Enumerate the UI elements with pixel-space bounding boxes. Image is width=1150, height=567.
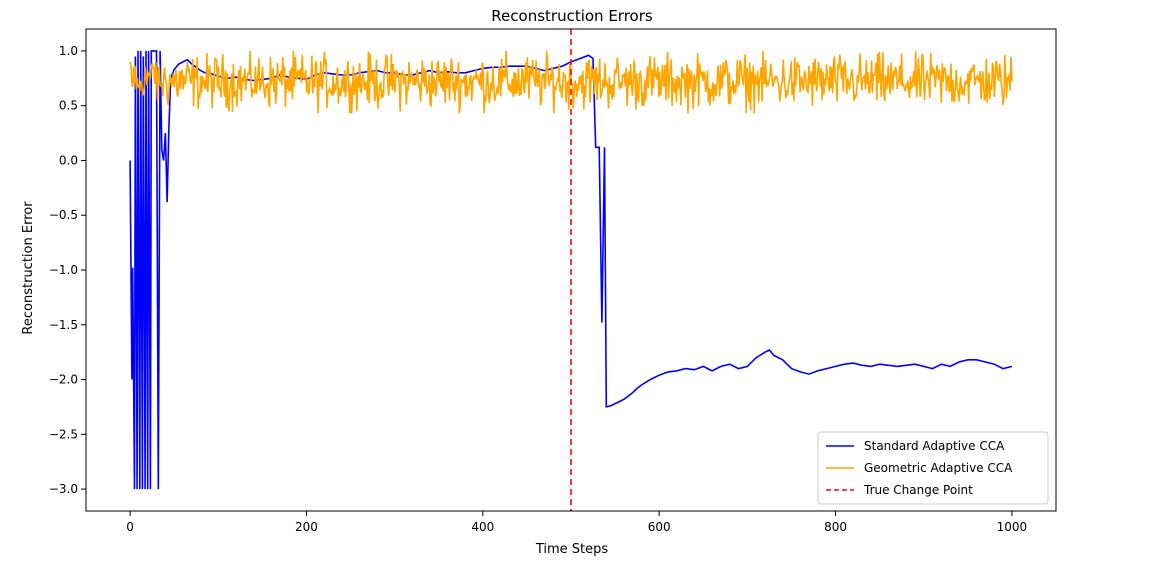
legend-box <box>817 431 1049 505</box>
x-tick-label: 600 <box>648 520 671 534</box>
x-tick-label: 400 <box>471 520 494 534</box>
y-tick-label: −2.0 <box>49 373 78 387</box>
x-tick-label: 200 <box>295 520 318 534</box>
plot-frame <box>85 28 1057 512</box>
series-geometric-adaptive-cca <box>129 50 1013 114</box>
y-tick-label: −2.5 <box>49 427 78 441</box>
y-tick-label: −0.5 <box>49 208 78 222</box>
plot-area <box>129 29 1013 511</box>
series-standard-adaptive-cca <box>129 50 1013 490</box>
x-tick-label: 800 <box>824 520 847 534</box>
chart-title: Reconstruction Errors <box>491 7 653 25</box>
legend: Standard Adaptive CCA Geometric Adaptive … <box>817 431 1049 505</box>
x-tick-label: 0 <box>126 520 134 534</box>
plot-lines <box>129 29 1013 511</box>
y-tick-label: −1.0 <box>49 263 78 277</box>
legend-label: True Change Point <box>863 483 973 497</box>
legend-label: Standard Adaptive CCA <box>864 439 1005 453</box>
y-tick-label: 0.5 <box>59 99 78 113</box>
axis-ticks: 0 200 400 600 800 1000 1.0 0.5 0.0 −0.5 −1.0 −1.5 −2… <box>49 44 1027 534</box>
y-tick-label: −1.5 <box>49 318 78 332</box>
y-tick-label: 0.0 <box>59 153 78 167</box>
y-tick-label: −3.0 <box>49 482 78 496</box>
x-axis-label: Time Steps <box>535 542 609 557</box>
x-tick-label: 1000 <box>997 520 1028 534</box>
y-axis-label: Reconstruction Error <box>21 201 36 335</box>
legend-label: Geometric Adaptive CCA <box>864 461 1013 475</box>
y-tick-label: 1.0 <box>59 44 78 58</box>
